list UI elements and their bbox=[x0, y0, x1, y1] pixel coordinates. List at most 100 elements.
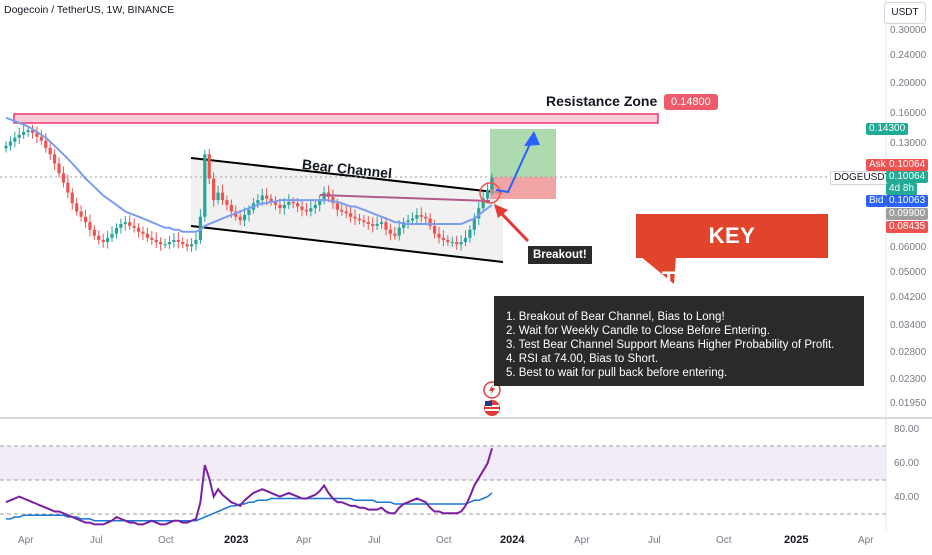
flag-stripe bbox=[485, 409, 499, 411]
candle-body bbox=[278, 204, 282, 209]
rsi-tick: 80.00 bbox=[894, 424, 920, 435]
rsi-tick: 40.00 bbox=[894, 492, 920, 503]
candle-body bbox=[366, 222, 370, 225]
candle-body bbox=[61, 173, 66, 183]
time-tick-year: 2023 bbox=[224, 534, 249, 546]
candle-body bbox=[477, 208, 481, 219]
candle-body bbox=[441, 237, 445, 240]
candle-body bbox=[189, 244, 194, 247]
pair-title[interactable]: Dogecoin / TetherUS, 1W, BINANCE bbox=[4, 4, 175, 16]
candle-body bbox=[459, 242, 463, 245]
resistance-price-tag: 0.14300 bbox=[866, 123, 909, 135]
candle-body bbox=[229, 204, 233, 212]
takeaway-item: 3. Test Bear Channel Support Means Highe… bbox=[506, 339, 835, 351]
candle-body bbox=[322, 192, 326, 201]
candle-body bbox=[101, 239, 105, 243]
candle-body bbox=[432, 225, 437, 234]
candle-body bbox=[335, 203, 339, 210]
candle-body bbox=[393, 233, 397, 236]
candle-body bbox=[273, 201, 278, 205]
candle-body bbox=[424, 216, 428, 219]
candle-body bbox=[318, 200, 322, 205]
candle-body bbox=[397, 227, 401, 236]
candle-body bbox=[136, 227, 141, 232]
target-zone bbox=[490, 129, 556, 177]
candle-body bbox=[256, 200, 260, 204]
time-tick: Oct bbox=[158, 535, 174, 546]
time-tick: Oct bbox=[716, 535, 732, 546]
candle-body bbox=[349, 213, 353, 217]
stop-zone bbox=[490, 177, 556, 199]
time-tick: Jul bbox=[648, 535, 661, 546]
candle-body bbox=[238, 216, 242, 221]
takeaways-pointer bbox=[640, 256, 676, 284]
bear-channel-lower[interactable] bbox=[190, 225, 504, 263]
price-tick: 0.05000 bbox=[890, 267, 927, 278]
candle-body bbox=[269, 198, 273, 202]
candle-body bbox=[88, 222, 92, 230]
candle-body bbox=[344, 211, 348, 214]
candle-body bbox=[331, 197, 335, 204]
candle-body bbox=[106, 237, 110, 243]
key-takeaways-box[interactable]: 1. Breakout of Bear Channel, Bias to Lon… bbox=[494, 296, 864, 386]
resistance-zone[interactable] bbox=[13, 113, 659, 124]
candle-body bbox=[79, 211, 83, 217]
candle-body bbox=[4, 145, 8, 149]
candle-body bbox=[362, 220, 366, 223]
bear-channel-upper[interactable] bbox=[190, 157, 504, 194]
key-takeaways-title[interactable]: KEY TAKEAWAYS bbox=[636, 214, 828, 292]
projection-arrow bbox=[495, 134, 535, 194]
time-tick: Apr bbox=[18, 535, 34, 546]
candle-body bbox=[26, 130, 30, 132]
rsi-ma-line bbox=[6, 492, 493, 522]
candle-body bbox=[22, 131, 26, 135]
candle-body bbox=[428, 218, 432, 226]
price-tick: 0.16000 bbox=[890, 108, 927, 119]
candle-body bbox=[388, 229, 392, 234]
candle-body bbox=[97, 235, 101, 240]
candle-body bbox=[35, 132, 39, 137]
takeaway-item: 2. Wait for Weekly Candle to Close Befor… bbox=[506, 325, 770, 337]
flag-canton bbox=[485, 401, 492, 406]
candle-body bbox=[450, 242, 454, 244]
price-tick: 0.13000 bbox=[890, 138, 927, 149]
candle-body bbox=[194, 239, 198, 245]
ask-label: Ask bbox=[866, 159, 889, 171]
price-tick: 0.24000 bbox=[890, 50, 927, 61]
candle-body bbox=[114, 227, 119, 234]
flash-glyph bbox=[489, 384, 495, 396]
candle-body bbox=[260, 195, 264, 201]
candle-body bbox=[132, 225, 136, 228]
candle-body bbox=[13, 137, 17, 142]
price-tick: 0.20000 bbox=[890, 78, 927, 89]
candle-body bbox=[57, 163, 61, 174]
candle-body bbox=[17, 134, 21, 138]
currency-button[interactable]: USDT bbox=[884, 2, 926, 24]
price-tick: 0.04200 bbox=[890, 292, 927, 303]
low-value-tag: 0.08435 bbox=[886, 221, 929, 233]
bid-value: 0.10063 bbox=[886, 195, 929, 207]
rsi-line bbox=[5, 448, 493, 526]
candle-body bbox=[384, 222, 388, 230]
candle-body bbox=[481, 198, 485, 209]
candle-body bbox=[212, 178, 216, 201]
candle-body bbox=[176, 239, 180, 243]
candle-body bbox=[375, 224, 379, 226]
candle-body bbox=[220, 192, 225, 201]
candle-body bbox=[110, 233, 114, 238]
price-tick: 0.06000 bbox=[890, 242, 927, 253]
candle-body bbox=[53, 154, 57, 164]
candle-body bbox=[296, 203, 300, 207]
candle-body bbox=[163, 244, 167, 246]
resistance-value-tag[interactable]: 0.14800 bbox=[664, 94, 718, 110]
resistance-zone-label[interactable]: Resistance Zone bbox=[546, 93, 658, 109]
candle-body bbox=[39, 136, 43, 141]
breakout-label[interactable]: Breakout! bbox=[528, 246, 592, 264]
candle-body bbox=[159, 242, 163, 245]
candle-body bbox=[446, 239, 450, 243]
ask-value: 0.10064 bbox=[886, 159, 929, 171]
price-tick: 0.01950 bbox=[890, 398, 927, 409]
takeaway-item: 1. Breakout of Bear Channel, Bias to Lon… bbox=[506, 311, 725, 323]
